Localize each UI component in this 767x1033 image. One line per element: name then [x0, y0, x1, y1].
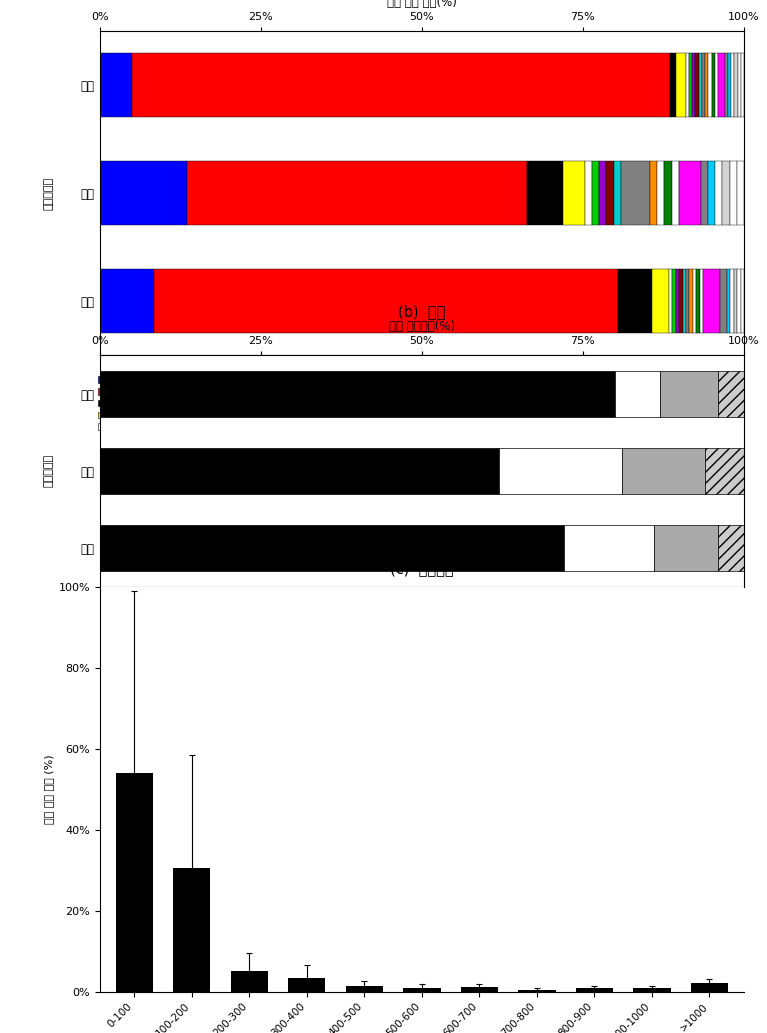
Bar: [657, 160, 664, 225]
Y-axis label: 분석대상품: 분석대상품: [43, 177, 53, 210]
Bar: [584, 160, 592, 225]
Bar: [715, 160, 723, 225]
Bar: [576, 989, 613, 992]
Bar: [718, 525, 744, 571]
Bar: [734, 53, 738, 118]
Bar: [686, 53, 689, 118]
Bar: [614, 160, 621, 225]
Legend: Fragment, Fiber, Sheet, Speherule: Fragment, Fiber, Sheet, Speherule: [170, 620, 424, 630]
Bar: [676, 53, 686, 118]
Bar: [660, 371, 718, 416]
Bar: [679, 160, 700, 225]
Bar: [618, 269, 652, 334]
Bar: [692, 53, 696, 118]
Bar: [727, 269, 730, 334]
Bar: [686, 269, 690, 334]
X-axis label: 형태 구성비율(%): 형태 구성비율(%): [389, 320, 455, 334]
Bar: [116, 773, 153, 992]
Bar: [718, 371, 744, 416]
Bar: [527, 160, 563, 225]
Bar: [690, 269, 693, 334]
Bar: [186, 160, 527, 225]
Bar: [705, 53, 709, 118]
Bar: [691, 982, 728, 992]
Bar: [737, 269, 741, 334]
Bar: [700, 269, 703, 334]
Bar: [703, 269, 720, 334]
Bar: [738, 53, 741, 118]
Bar: [621, 160, 650, 225]
Bar: [730, 269, 734, 334]
Bar: [100, 371, 615, 416]
Bar: [100, 269, 154, 334]
Bar: [708, 160, 715, 225]
Bar: [154, 269, 618, 334]
Bar: [702, 53, 705, 118]
Bar: [563, 160, 584, 225]
Bar: [680, 269, 683, 334]
Bar: [712, 53, 715, 118]
Bar: [231, 971, 268, 992]
Bar: [173, 868, 210, 992]
Bar: [676, 269, 680, 334]
Bar: [725, 53, 728, 118]
X-axis label: 재질 구성 비율(%): 재질 구성 비율(%): [387, 0, 457, 9]
Bar: [403, 988, 440, 992]
Bar: [689, 53, 692, 118]
Bar: [729, 160, 737, 225]
Bar: [100, 525, 564, 571]
Bar: [723, 160, 729, 225]
Bar: [737, 160, 744, 225]
Bar: [664, 160, 672, 225]
Bar: [100, 53, 132, 118]
Bar: [592, 160, 599, 225]
Bar: [499, 447, 621, 494]
Bar: [634, 989, 670, 992]
Bar: [132, 53, 670, 118]
Bar: [650, 160, 657, 225]
Y-axis label: 평균 크기 분포 (%): 평균 크기 분포 (%): [44, 754, 54, 824]
Bar: [653, 525, 718, 571]
Bar: [672, 160, 679, 225]
Bar: [599, 160, 607, 225]
Bar: [670, 53, 676, 118]
Bar: [669, 269, 673, 334]
Title: (b)  형태: (b) 형태: [398, 304, 446, 319]
Bar: [346, 985, 383, 992]
Bar: [607, 160, 614, 225]
Y-axis label: 분석대상품: 분석대상품: [43, 455, 53, 488]
Bar: [693, 269, 696, 334]
Bar: [100, 160, 186, 225]
Legend: PP, PE, PET, PS, PVC, PE-PP copolymer, ABS, PU, Acrylic, Nylon, Epoxy Resin, EVA: PP, PE, PET, PS, PVC, PE-PP copolymer, A…: [97, 376, 423, 432]
Bar: [720, 269, 727, 334]
Bar: [741, 269, 744, 334]
Bar: [683, 269, 686, 334]
Bar: [652, 269, 669, 334]
Bar: [518, 990, 555, 992]
Bar: [731, 53, 734, 118]
Bar: [461, 987, 498, 992]
Bar: [696, 53, 699, 118]
Bar: [734, 269, 737, 334]
Bar: [709, 53, 712, 118]
Bar: [728, 53, 731, 118]
Bar: [621, 447, 706, 494]
Bar: [715, 53, 718, 118]
Bar: [615, 371, 660, 416]
Bar: [700, 160, 708, 225]
Bar: [706, 447, 744, 494]
Title: (c)  크기분포: (c) 크기분포: [390, 561, 453, 575]
Bar: [718, 53, 725, 118]
Bar: [564, 525, 653, 571]
Bar: [699, 53, 702, 118]
Bar: [741, 53, 744, 118]
Bar: [288, 977, 325, 992]
Bar: [100, 447, 499, 494]
Bar: [696, 269, 700, 334]
Bar: [673, 269, 676, 334]
